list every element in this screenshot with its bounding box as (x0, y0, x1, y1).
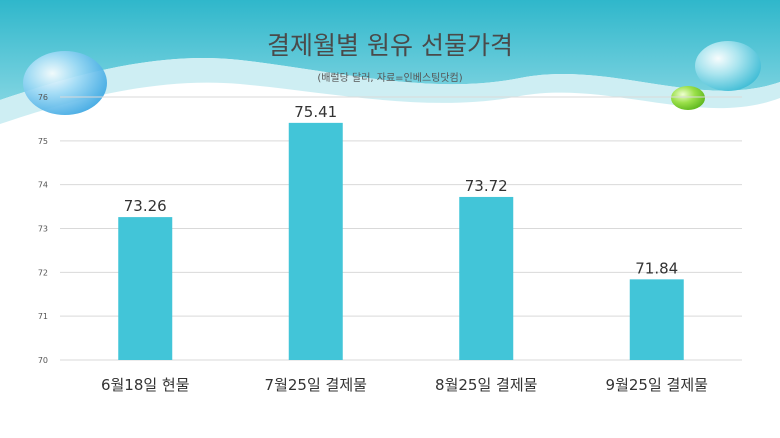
chart-subtitle: (배럴당 달러, 자료=인베스팅닷컴) (317, 71, 462, 84)
bar-value-label: 71.84 (635, 259, 678, 277)
x-category-label: 6월18일 현물 (101, 376, 190, 394)
x-category-label: 8월25일 결제물 (435, 376, 537, 394)
green-bubble-decoration (671, 86, 705, 110)
header-wave-decoration (0, 0, 780, 125)
y-tick-label: 70 (38, 356, 48, 365)
chart-title: 결제월별 원유 선물가격 (267, 31, 513, 60)
value-labels: 73.26 75.41 73.72 71.84 (124, 103, 678, 277)
y-tick-label: 72 (38, 268, 48, 277)
bar (629, 279, 684, 360)
y-tick-label: 71 (38, 312, 48, 321)
y-tick-label: 75 (38, 137, 48, 146)
y-tick-label: 74 (38, 181, 48, 190)
bar-value-label: 75.41 (294, 103, 337, 121)
gridlines (60, 96, 742, 361)
bar-value-label: 73.26 (124, 197, 167, 215)
bars (118, 122, 684, 360)
x-category-label: 7월25일 결제물 (265, 376, 367, 394)
y-tick-label: 76 (38, 93, 48, 102)
x-category-label: 9월25일 결제물 (606, 376, 708, 394)
x-axis-categories: 6월18일 현물 7월25일 결제물 8월25일 결제물 9월25일 결제물 (101, 376, 708, 394)
cyan-bubble-decoration (695, 41, 761, 91)
y-tick-label: 73 (38, 225, 48, 234)
bar (288, 122, 343, 360)
blue-bubble-decoration (23, 51, 107, 115)
bar (459, 196, 514, 360)
bar-value-label: 73.72 (465, 177, 508, 195)
y-axis-ticks: 70 71 72 73 74 75 76 (38, 93, 48, 365)
bar (118, 217, 173, 360)
